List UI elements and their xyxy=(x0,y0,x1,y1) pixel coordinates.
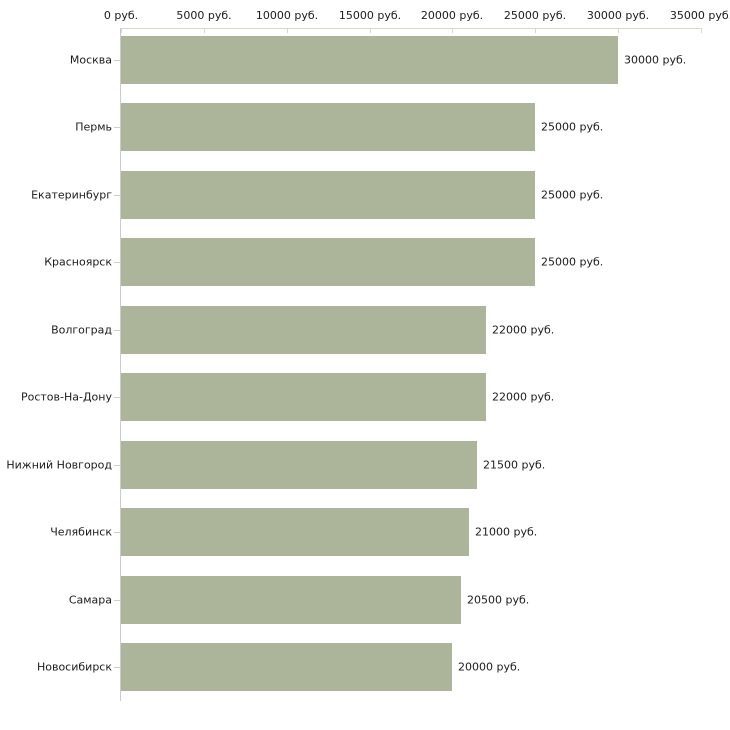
bar-value-label: 20000 руб. xyxy=(458,660,521,674)
y-axis-line xyxy=(120,28,121,701)
category-label: Ростов-На-Дону xyxy=(20,390,112,404)
bar xyxy=(121,576,461,624)
bar-value-label: 20500 руб. xyxy=(467,593,530,607)
category-tick xyxy=(114,127,120,128)
category-tick xyxy=(114,330,120,331)
category-tick xyxy=(114,60,120,61)
category-label: Самара xyxy=(68,593,112,607)
bar-value-label: 22000 руб. xyxy=(492,390,555,404)
x-axis-tick-label: 5000 руб. xyxy=(176,9,232,22)
category-label: Челябинск xyxy=(50,525,112,539)
category-label: Волгоград xyxy=(51,323,112,337)
category-label: Новосибирск xyxy=(36,660,112,674)
category-tick xyxy=(114,667,120,668)
category-tick xyxy=(114,465,120,466)
x-axis-tick xyxy=(370,28,371,33)
bar-value-label: 25000 руб. xyxy=(541,188,604,202)
bar xyxy=(121,643,452,691)
category-label: Красноярск xyxy=(44,255,112,269)
bar xyxy=(121,306,486,354)
category-label: Нижний Новгород xyxy=(6,458,112,472)
x-axis-tick-label: 0 руб. xyxy=(103,9,139,22)
category-label: Екатеринбург xyxy=(31,188,112,202)
bar-value-label: 21000 руб. xyxy=(475,525,538,539)
bar-value-label: 30000 руб. xyxy=(624,53,687,67)
bar xyxy=(121,238,535,286)
x-axis-tick-label: 10000 руб. xyxy=(255,9,319,22)
bar-value-label: 25000 руб. xyxy=(541,120,604,134)
category-label: Москва xyxy=(69,53,112,67)
category-label: Пермь xyxy=(75,120,112,134)
x-axis-tick xyxy=(701,28,702,33)
bar xyxy=(121,508,469,556)
category-tick xyxy=(114,262,120,263)
bar-value-label: 21500 руб. xyxy=(483,458,546,472)
category-tick xyxy=(114,600,120,601)
x-axis-tick xyxy=(618,28,619,33)
x-axis-tick-label: 15000 руб. xyxy=(338,9,402,22)
bar-value-label: 22000 руб. xyxy=(492,323,555,337)
bar xyxy=(121,103,535,151)
bar-value-label: 25000 руб. xyxy=(541,255,604,269)
x-axis-tick xyxy=(121,28,122,33)
x-axis-tick xyxy=(287,28,288,33)
x-axis-tick xyxy=(204,28,205,33)
bar xyxy=(121,171,535,219)
category-tick xyxy=(114,195,120,196)
x-axis-tick-label: 25000 руб. xyxy=(503,9,567,22)
bar xyxy=(121,441,477,489)
x-axis-tick-label: 30000 руб. xyxy=(586,9,650,22)
x-axis-tick xyxy=(535,28,536,33)
bar xyxy=(121,36,618,84)
x-axis-line xyxy=(121,28,701,29)
category-tick xyxy=(114,397,120,398)
x-axis-tick-label: 35000 руб. xyxy=(669,9,730,22)
x-axis-tick-label: 20000 руб. xyxy=(420,9,484,22)
bar xyxy=(121,373,486,421)
category-tick xyxy=(114,532,120,533)
x-axis-tick xyxy=(452,28,453,33)
